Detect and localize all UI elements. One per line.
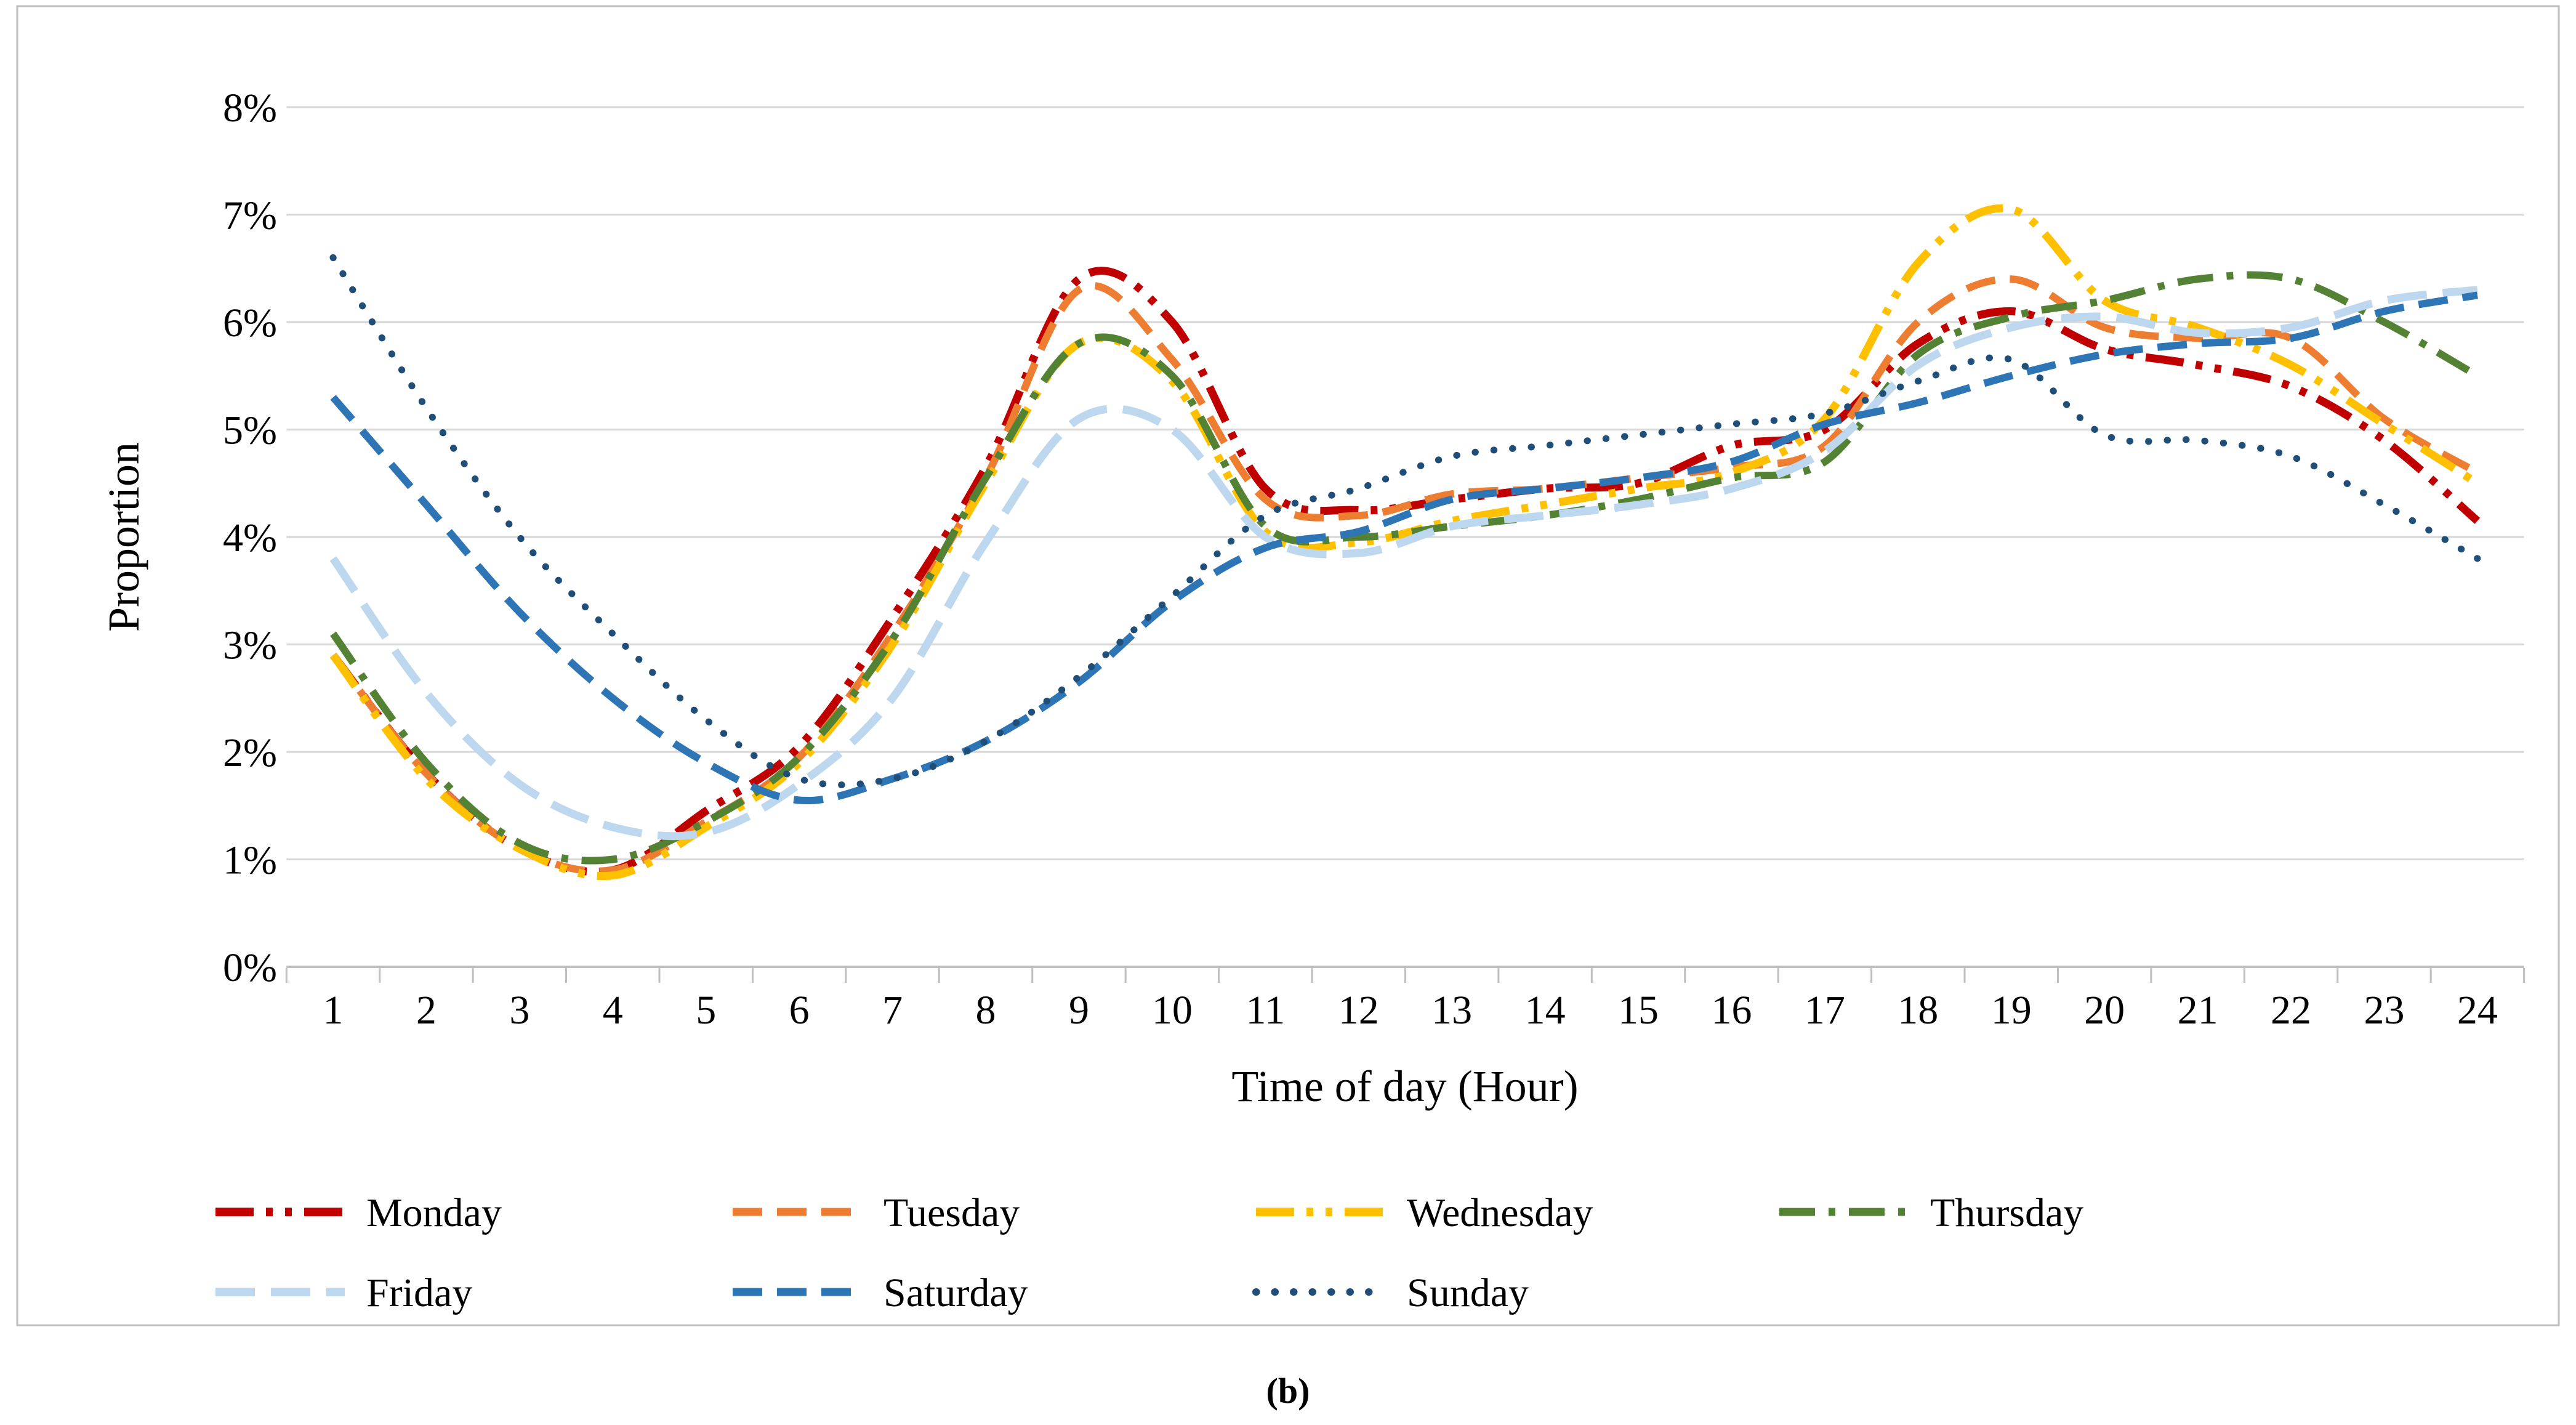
x-tick-label-9: 9 [1069, 988, 1089, 1033]
y-axis-tick-labels: 0% 1% 2% 3% 4% 5% 6% 7% 8% [223, 86, 277, 990]
x-axis [285, 966, 2526, 983]
y-tick-label-7%: 7% [223, 193, 277, 238]
y-tick-label-2%: 2% [223, 730, 277, 775]
x-tick-label-21: 21 [2178, 988, 2218, 1033]
legend-item-monday: Monday [215, 1190, 502, 1235]
x-tick-label-1: 1 [323, 988, 344, 1033]
legend-label-wednesday: Wednesday [1407, 1190, 1593, 1235]
legend-label-thursday: Thursday [1930, 1190, 2083, 1235]
y-tick-label-8%: 8% [223, 86, 277, 131]
series-line-friday [329, 286, 2478, 841]
y-tick-label-1%: 1% [223, 838, 277, 883]
x-tick-label-14: 14 [1525, 988, 1566, 1033]
x-tick-label-11: 11 [1246, 988, 1286, 1033]
figure-caption: (b) [1266, 1371, 1310, 1411]
x-tick-label-6: 6 [789, 988, 810, 1033]
x-tick-label-15: 15 [1618, 988, 1659, 1033]
x-tick-label-5: 5 [696, 988, 716, 1033]
y-tick-label-5%: 5% [223, 408, 277, 453]
series-line-saturday [330, 291, 2478, 805]
legend-label-tuesday: Tuesday [883, 1190, 1020, 1235]
series-lines [329, 204, 2481, 881]
y-tick-label-4%: 4% [223, 515, 277, 560]
y-tick-label-0%: 0% [223, 945, 277, 990]
x-tick-label-10: 10 [1152, 988, 1193, 1033]
legend-label-friday: Friday [366, 1270, 472, 1315]
x-tick-label-24: 24 [2457, 988, 2498, 1033]
y-tick-label-6%: 6% [223, 301, 277, 345]
x-axis-tick-labels: 1 2 3 4 5 6 7 8 9 10 11 12 13 14 15 16 17 18 19 20 21 22 23 24 [323, 988, 2498, 1033]
legend-item-wednesday: Wednesday [1256, 1190, 1593, 1235]
x-tick-label-23: 23 [2364, 988, 2404, 1033]
x-tick-label-12: 12 [1338, 988, 1379, 1033]
x-tick-label-19: 19 [1991, 988, 2032, 1033]
legend-label-saturday: Saturday [883, 1270, 1028, 1315]
legend-item-friday: Friday [215, 1270, 472, 1315]
x-axis-title: Time of day (Hour) [1231, 1062, 1578, 1111]
x-tick-label-8: 8 [976, 988, 996, 1033]
legend: Monday Tuesday Wednesday Thursday Friday Satu… [215, 1190, 2083, 1315]
x-tick-label-7: 7 [882, 988, 903, 1033]
legend-item-tuesday: Tuesday [733, 1190, 1020, 1235]
x-tick-label-4: 4 [603, 988, 623, 1033]
x-tick-label-20: 20 [2084, 988, 2125, 1033]
legend-item-thursday: Thursday [1779, 1190, 2083, 1235]
x-tick-label-13: 13 [1431, 988, 1472, 1033]
x-tick-label-18: 18 [1898, 988, 1938, 1033]
series-line-wednesday [329, 204, 2480, 881]
x-tick-label-22: 22 [2271, 988, 2311, 1033]
legend-label-monday: Monday [366, 1190, 502, 1235]
y-axis-title: Proportion [99, 442, 148, 632]
y-tick-label-3%: 3% [223, 623, 277, 668]
legend-label-sunday: Sunday [1407, 1270, 1529, 1315]
x-tick-label-3: 3 [509, 988, 529, 1033]
figure-border [16, 5, 2560, 1326]
x-tick-label-2: 2 [416, 988, 437, 1033]
legend-item-saturday: Saturday [733, 1270, 1028, 1315]
x-tick-label-16: 16 [1711, 988, 1752, 1033]
legend-item-sunday: Sunday [1252, 1270, 1529, 1315]
x-tick-label-17: 17 [1805, 988, 1845, 1033]
series-line-monday [329, 267, 2481, 876]
